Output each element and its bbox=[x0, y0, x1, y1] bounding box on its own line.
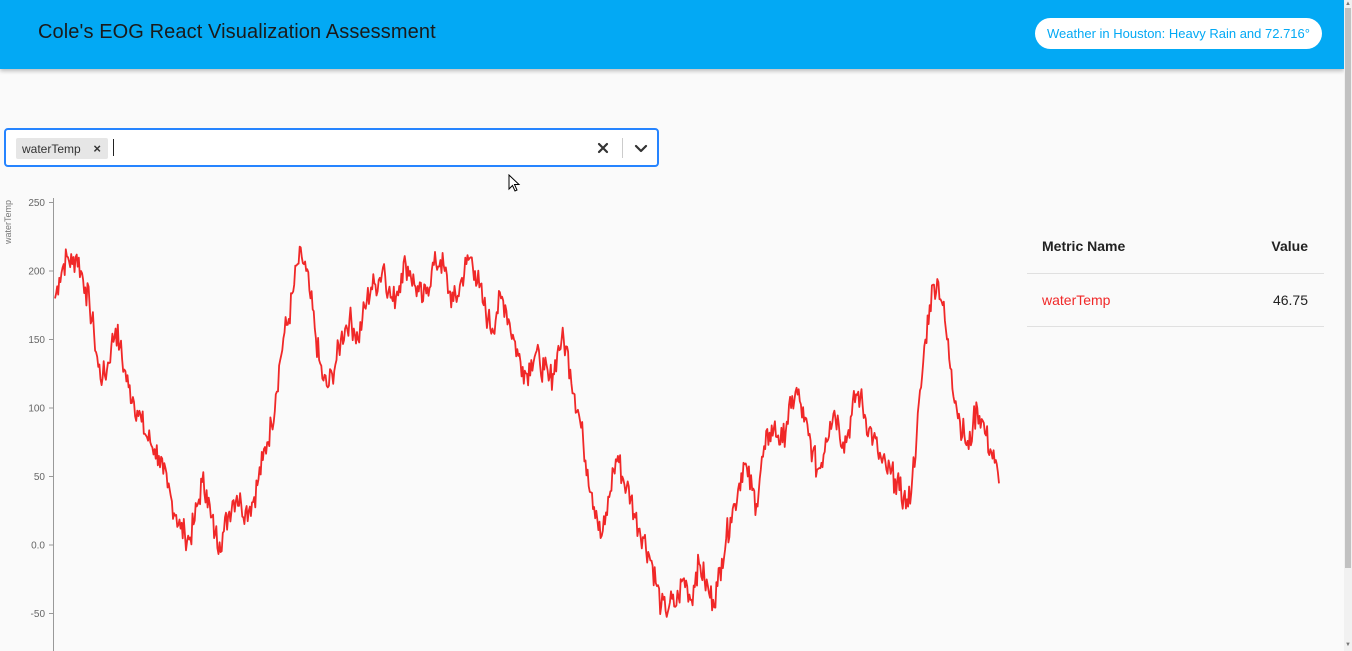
scroll-thumb[interactable] bbox=[1345, 8, 1351, 568]
scroll-down-icon[interactable]: ▼ bbox=[1345, 642, 1351, 648]
y-tick-label: 50 bbox=[34, 472, 46, 483]
weather-chip[interactable]: Weather in Houston: Heavy Rain and 72.71… bbox=[1035, 18, 1322, 49]
chip-label: waterTemp bbox=[22, 141, 81, 156]
chip-remove-icon[interactable]: × bbox=[93, 141, 101, 156]
table-row: waterTemp 46.75 bbox=[1027, 274, 1324, 327]
y-tick-label: 250 bbox=[28, 198, 45, 209]
line-chart: 250 200 150 100 50 0.0 -50 waterTemp bbox=[3, 198, 1000, 651]
metric-name-cell: waterTemp bbox=[1042, 292, 1111, 308]
vertical-scrollbar[interactable]: ▲ ▼ bbox=[1344, 0, 1352, 651]
close-icon[interactable] bbox=[592, 137, 614, 159]
y-tick-label: -50 bbox=[31, 609, 46, 620]
column-header-metric-name: Metric Name bbox=[1042, 238, 1126, 254]
scroll-up-icon[interactable]: ▲ bbox=[1345, 1, 1351, 7]
chevron-down-icon[interactable] bbox=[630, 137, 652, 159]
app-title: Cole's EOG React Visualization Assessmen… bbox=[38, 21, 436, 43]
y-tick-label: 150 bbox=[28, 335, 45, 346]
y-tick-label: 100 bbox=[28, 404, 45, 415]
app-bar: Cole's EOG React Visualization Assessmen… bbox=[0, 0, 1344, 69]
y-axis-label: waterTemp bbox=[3, 200, 13, 245]
y-tick-label: 200 bbox=[28, 267, 45, 278]
y-tick-label: 0.0 bbox=[31, 541, 45, 552]
metric-value-cell: 46.75 bbox=[1272, 292, 1308, 308]
text-caret[interactable] bbox=[113, 139, 114, 156]
series-line-waterTemp bbox=[54, 245, 1000, 618]
column-header-value: Value bbox=[1271, 238, 1308, 254]
metric-table: Metric Name Value waterTemp 46.75 bbox=[1027, 220, 1324, 327]
metric-select[interactable]: waterTemp × bbox=[4, 128, 659, 167]
indicator-separator bbox=[622, 138, 623, 158]
table-header-row: Metric Name Value bbox=[1027, 220, 1324, 274]
mouse-pointer-icon bbox=[508, 174, 521, 192]
selected-metric-chip: waterTemp × bbox=[16, 138, 108, 159]
